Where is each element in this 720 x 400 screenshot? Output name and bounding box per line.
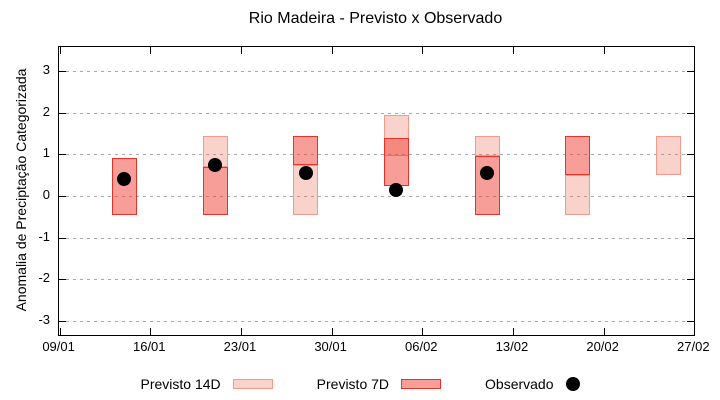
y-tick-left: [59, 321, 66, 322]
y-tick-right: [687, 70, 694, 72]
x-tick-label: 06/02: [405, 339, 438, 354]
legend-item-previsto-7d: Previsto 7D: [316, 376, 442, 392]
previsto-14d-bar-28/01: [293, 164, 319, 215]
x-tick-label: 27/02: [677, 339, 710, 354]
legend-item-previsto-14d: Previsto 14D: [141, 376, 273, 392]
y-tick-label: -3: [38, 312, 50, 327]
previsto-14d-swatch-icon: [232, 379, 273, 389]
x-tick-top: [422, 47, 424, 54]
y-tick-right: [687, 321, 694, 322]
x-tick-bottom: [603, 328, 605, 335]
legend-label-previsto-7d: Previsto 7D: [316, 376, 390, 392]
previsto-7d-bar-21/01: [202, 166, 228, 215]
previsto-7d-bar-04/02: [383, 137, 409, 186]
previsto-7d-bar-14/01: [111, 158, 137, 215]
legend-label-observado: Observado: [485, 376, 554, 392]
gridline-y-1: [59, 154, 694, 156]
previsto-7d-bar-28/01: [293, 135, 319, 165]
y-tick-left: [59, 237, 66, 239]
y-tick-right: [687, 279, 694, 281]
x-tick-label: 20/02: [586, 339, 619, 354]
y-tick-left: [59, 154, 66, 156]
observado-point-14/01: [117, 172, 132, 187]
previsto-14d-bar-11/02: [474, 135, 500, 157]
y-tick-right: [687, 196, 694, 197]
gridline-y--3: [59, 321, 694, 322]
x-tick-label: 16/01: [132, 339, 166, 354]
gridline-y-3: [59, 70, 694, 72]
plot-area: [58, 46, 696, 336]
x-tick-label: 13/02: [495, 339, 529, 354]
observado-point-21/01: [208, 157, 223, 172]
y-tick-right: [687, 237, 694, 239]
gridline-y--1: [59, 237, 694, 239]
observado-point-28/01: [298, 166, 313, 181]
observado-point-11/02: [480, 166, 495, 181]
gridline-y-0: [59, 196, 694, 197]
x-tick-bottom: [422, 328, 424, 335]
y-tick-label: 0: [42, 187, 50, 202]
y-tick-right: [687, 154, 694, 156]
previsto-7d-bar-18/02: [565, 135, 591, 176]
x-tick-bottom: [240, 328, 242, 335]
previsto-14d-bar-25/02: [655, 135, 681, 176]
y-tick-label: 3: [42, 61, 50, 77]
y-tick-left: [59, 279, 66, 281]
x-tick-label: 09/01: [42, 339, 75, 354]
x-tick-bottom: [331, 328, 333, 335]
x-tick-bottom: [694, 328, 696, 335]
observado-dot-icon: [565, 377, 580, 391]
previsto-7d-swatch-icon: [401, 379, 442, 389]
x-tick-top: [694, 47, 696, 54]
x-tick-top: [150, 47, 152, 54]
x-tick-bottom: [150, 328, 152, 335]
x-tick-bottom: [59, 328, 61, 335]
gridline-y-2: [59, 112, 694, 114]
previsto-14d-bar-18/02: [565, 175, 591, 215]
y-tick-left: [59, 196, 66, 197]
y-tick-label: 1: [42, 145, 50, 161]
y-tick-label: -2: [38, 270, 50, 286]
y-tick-left: [59, 70, 66, 72]
x-tick-top: [512, 47, 514, 54]
x-tick-bottom: [512, 328, 514, 335]
x-tick-top: [240, 47, 242, 54]
x-tick-label: 30/01: [314, 339, 347, 354]
x-tick-top: [331, 47, 333, 54]
x-tick-top: [59, 47, 61, 54]
legend: Previsto 14D Previsto 7D Observado: [0, 371, 720, 397]
x-tick-top: [603, 47, 605, 54]
x-tick-label: 23/01: [223, 339, 257, 354]
y-tick-left: [59, 112, 66, 114]
gridline-y--2: [59, 279, 694, 281]
y-tick-right: [687, 112, 694, 114]
observado-point-04/02: [389, 182, 404, 197]
y-tick-label: -1: [38, 228, 50, 244]
legend-label-previsto-14d: Previsto 14D: [140, 376, 221, 392]
chart-title: Rio Madeira - Previsto x Observado: [248, 10, 503, 27]
y-tick-label: 2: [42, 103, 50, 119]
legend-item-observado: Observado: [485, 376, 580, 392]
